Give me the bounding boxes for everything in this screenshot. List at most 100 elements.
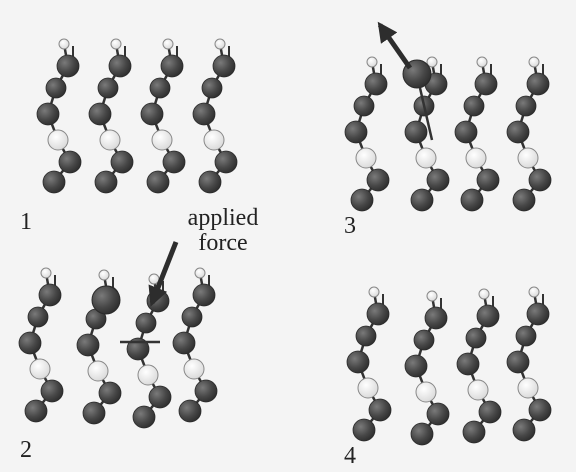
atom-dark [456, 352, 480, 376]
atom-light [58, 38, 70, 50]
atom-dark [528, 168, 552, 192]
atom-dark [198, 170, 222, 194]
atom-dark [404, 354, 428, 378]
atom-light [40, 267, 52, 279]
atom-dark [148, 385, 172, 409]
atom-dark [149, 77, 171, 99]
atom-dark [410, 422, 434, 446]
atom-light [137, 364, 159, 386]
atom-dark [454, 120, 478, 144]
atom-light [29, 358, 51, 380]
atom-dark [194, 379, 218, 403]
atom-light [87, 360, 109, 382]
atom-dark [82, 401, 106, 425]
panel-1-molecules [36, 38, 238, 194]
atom-dark [352, 418, 376, 442]
atom-dark [426, 402, 450, 426]
atom-dark [201, 77, 223, 99]
atom-dark [526, 302, 550, 326]
atom-light [357, 377, 379, 399]
atom-light [151, 129, 173, 151]
atom-dark [76, 333, 100, 357]
atom-dark [36, 102, 60, 126]
atom-dark [214, 150, 238, 174]
atom-dark [192, 102, 216, 126]
atom-light [110, 38, 122, 50]
atom-dark [404, 120, 428, 144]
atom-light [98, 269, 110, 281]
atom-light [517, 147, 539, 169]
atom-dark [126, 337, 150, 361]
atom-dark [56, 54, 80, 78]
atom-light [99, 129, 121, 151]
atom-dark [94, 170, 118, 194]
atom-dark [58, 150, 82, 174]
atom-light [528, 286, 540, 298]
atom-dark [18, 331, 42, 355]
atom-light [478, 288, 490, 300]
atom-light [426, 56, 438, 68]
atom-dark [212, 54, 236, 78]
atom-dark [140, 102, 164, 126]
atom-dark [512, 418, 536, 442]
atom-dark [181, 306, 203, 328]
atom-dark [160, 54, 184, 78]
atom-dark [27, 306, 49, 328]
atom-dark [108, 54, 132, 78]
atom-dark [366, 302, 390, 326]
panel-2-molecules [18, 267, 218, 429]
atom-dark [40, 379, 64, 403]
atom-light [47, 129, 69, 151]
atom-dark [98, 381, 122, 405]
atom-dark [364, 72, 388, 96]
atom-dark [515, 325, 537, 347]
atom-dark [146, 170, 170, 194]
atom-dark [506, 120, 530, 144]
atom-dark [192, 283, 216, 307]
atom-dark [476, 168, 500, 192]
atom-dark [366, 168, 390, 192]
applied-force-label-line1: applied [187, 205, 259, 231]
applied-force-arrow [148, 241, 179, 307]
atom-light [203, 129, 225, 151]
atom-light [214, 38, 226, 50]
atom-dark [353, 95, 375, 117]
atom-light [366, 56, 378, 68]
atom-dark [178, 399, 202, 423]
atom-light [415, 147, 437, 169]
atom-dark [528, 398, 552, 422]
atom-dark [512, 188, 536, 212]
atom-dark [24, 399, 48, 423]
atom-light [528, 56, 540, 68]
atom-dark [45, 77, 67, 99]
atom-dark [110, 150, 134, 174]
atom-dark [368, 398, 392, 422]
atom-dark [344, 120, 368, 144]
applied-force-label: applied force [168, 205, 278, 256]
panel-4-molecules [346, 286, 552, 446]
atom-dark [460, 188, 484, 212]
atom-dark [478, 400, 502, 424]
atom-dark [38, 283, 62, 307]
atom-light [517, 377, 539, 399]
atom-dark [526, 72, 550, 96]
atom-light [183, 358, 205, 380]
atom-light [162, 38, 174, 50]
atom-dark [506, 350, 530, 374]
atom-dark [162, 150, 186, 174]
atom-dark [346, 350, 370, 374]
atom-dark [172, 331, 196, 355]
panel-label-4: 4 [344, 443, 356, 469]
atom-light [465, 147, 487, 169]
atom-light [355, 147, 377, 169]
atom-dark [350, 188, 374, 212]
panel-label-1: 1 [20, 209, 32, 235]
atom-dark [474, 72, 498, 96]
atom-light [476, 56, 488, 68]
atom-light [415, 381, 437, 403]
atom-light [467, 379, 489, 401]
panel-label-2: 2 [20, 437, 32, 463]
bond [418, 87, 434, 141]
atom-dark [476, 304, 500, 328]
